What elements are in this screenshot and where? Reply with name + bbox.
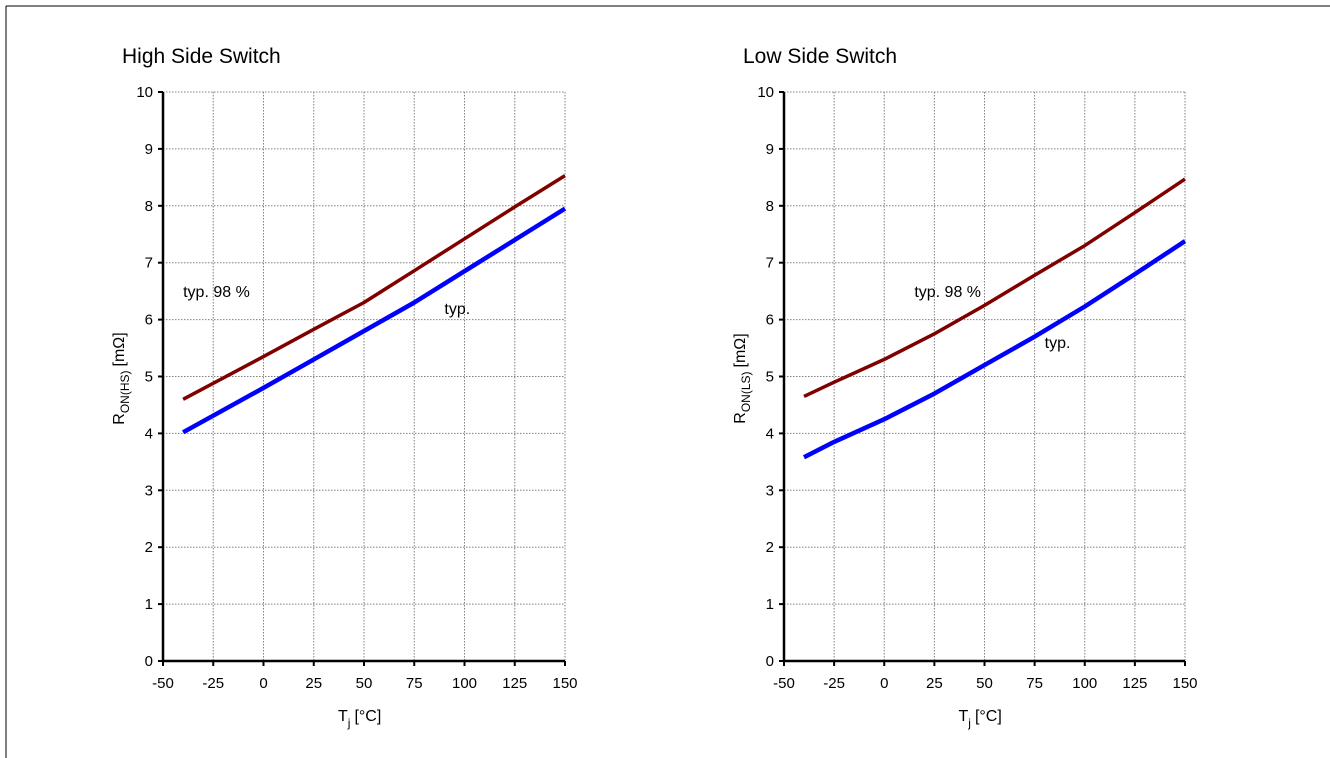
- x-tick-label: 150: [1172, 675, 1197, 692]
- series-line-typ: [182, 206, 567, 435]
- y-tick-label: 0: [766, 653, 774, 670]
- x-tick-label: 25: [926, 675, 943, 692]
- high-side-switch-chart: High Side Switch 0 1 2 3 4 5 6 7 8 9 10 -50 -25 0 25 50 7…: [111, 45, 578, 730]
- annotation-typ: typ.: [444, 301, 470, 318]
- y-tick-label: 0: [145, 653, 153, 670]
- low-side-switch-chart: Low Side Switch 0 1 2 3 4 5 6 7 8 9 10 -50 -25 0 25 50 75…: [732, 45, 1198, 730]
- y-tick-label: 5: [145, 369, 153, 386]
- x-axis-label: Tj [°C]: [959, 708, 1002, 730]
- y-tick-label: 1: [145, 596, 153, 613]
- x-tick-label: -50: [773, 675, 795, 692]
- annotation-typ-98: typ. 98 %: [914, 284, 981, 301]
- series-line-typ: [802, 239, 1187, 460]
- y-tick-label: 10: [757, 84, 774, 101]
- y-tick-label: 8: [766, 198, 774, 215]
- y-tick-label: 7: [145, 255, 153, 272]
- x-tick-label: 75: [1026, 675, 1043, 692]
- x-tick-label: 150: [552, 675, 577, 692]
- series-line-typ-98: [803, 177, 1186, 398]
- y-tick-label: 6: [145, 312, 153, 329]
- x-tick-label: -25: [202, 675, 224, 692]
- x-tick-label: 75: [406, 675, 423, 692]
- y-tick-label: 10: [136, 84, 153, 101]
- x-tick-label: 125: [502, 675, 527, 692]
- y-tick-label: 8: [145, 198, 153, 215]
- x-tick-label: -25: [823, 675, 845, 692]
- x-tick-label: 50: [356, 675, 373, 692]
- x-tick-label: 100: [452, 675, 477, 692]
- x-tick-label: 0: [880, 675, 888, 692]
- y-tick-label: 3: [766, 482, 774, 499]
- x-tick-label: 50: [976, 675, 993, 692]
- y-tick-label: 4: [145, 425, 153, 442]
- y-tick-label: 7: [766, 255, 774, 272]
- x-tick-label: 125: [1122, 675, 1147, 692]
- series-line-typ-98: [182, 174, 566, 401]
- x-axis-label: Tj [°C]: [338, 708, 381, 730]
- y-tick-label: 4: [766, 425, 774, 442]
- x-tick-label: 0: [259, 675, 267, 692]
- y-tick-label: 2: [145, 539, 153, 556]
- annotation-typ: typ.: [1045, 335, 1071, 352]
- annotation-typ-98: typ. 98 %: [183, 284, 250, 301]
- x-tick-label: 25: [305, 675, 322, 692]
- y-tick-label: 3: [145, 482, 153, 499]
- chart-title: High Side Switch: [122, 45, 281, 68]
- y-tick-label: 6: [766, 312, 774, 329]
- y-tick-label: 2: [766, 539, 774, 556]
- y-tick-label: 9: [145, 141, 153, 158]
- x-tick-label: 100: [1072, 675, 1097, 692]
- y-tick-label: 9: [766, 141, 774, 158]
- y-tick-label: 1: [766, 596, 774, 613]
- x-tick-label: -50: [152, 675, 174, 692]
- chart-title: Low Side Switch: [743, 45, 897, 68]
- y-tick-label: 5: [766, 369, 774, 386]
- y-axis-label: RON(LS)[mΩ]: [732, 333, 753, 423]
- y-axis-label: RON(HS)[mΩ]: [111, 332, 132, 424]
